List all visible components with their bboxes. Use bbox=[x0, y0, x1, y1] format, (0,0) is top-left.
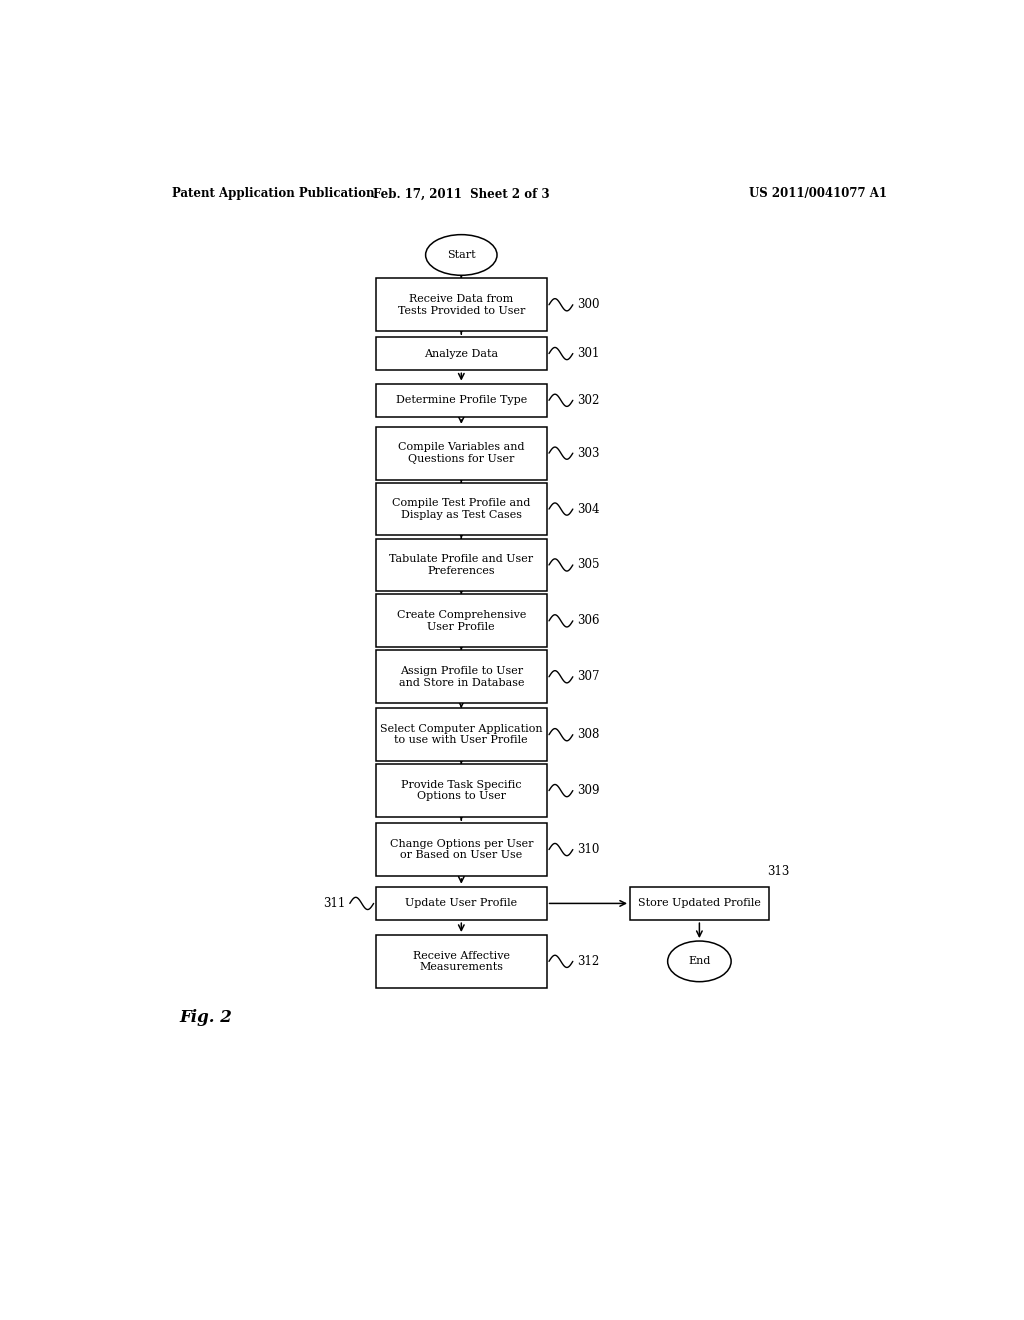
FancyBboxPatch shape bbox=[376, 594, 547, 647]
Text: Assign Profile to User
and Store in Database: Assign Profile to User and Store in Data… bbox=[398, 667, 524, 688]
Text: Tabulate Profile and User
Preferences: Tabulate Profile and User Preferences bbox=[389, 554, 534, 576]
Text: Select Computer Application
to use with User Profile: Select Computer Application to use with … bbox=[380, 723, 543, 746]
FancyBboxPatch shape bbox=[376, 709, 547, 762]
Text: End: End bbox=[688, 957, 711, 966]
FancyBboxPatch shape bbox=[376, 384, 547, 417]
FancyBboxPatch shape bbox=[376, 887, 547, 920]
Text: 307: 307 bbox=[577, 671, 599, 684]
Text: Analyze Data: Analyze Data bbox=[424, 348, 499, 359]
Text: Patent Application Publication: Patent Application Publication bbox=[172, 187, 374, 201]
Text: Provide Task Specific
Options to User: Provide Task Specific Options to User bbox=[401, 780, 521, 801]
Text: Update User Profile: Update User Profile bbox=[406, 899, 517, 908]
Text: Feb. 17, 2011  Sheet 2 of 3: Feb. 17, 2011 Sheet 2 of 3 bbox=[373, 187, 550, 201]
Text: Create Comprehensive
User Profile: Create Comprehensive User Profile bbox=[396, 610, 526, 632]
Text: 308: 308 bbox=[577, 729, 599, 742]
Text: Compile Test Profile and
Display as Test Cases: Compile Test Profile and Display as Test… bbox=[392, 498, 530, 520]
Text: 305: 305 bbox=[577, 558, 599, 572]
FancyBboxPatch shape bbox=[630, 887, 769, 920]
Text: Start: Start bbox=[447, 249, 475, 260]
FancyBboxPatch shape bbox=[376, 279, 547, 331]
FancyBboxPatch shape bbox=[376, 426, 547, 479]
FancyBboxPatch shape bbox=[376, 651, 547, 704]
Text: 303: 303 bbox=[577, 446, 599, 459]
Text: 302: 302 bbox=[577, 393, 599, 407]
Text: Receive Data from
Tests Provided to User: Receive Data from Tests Provided to User bbox=[397, 294, 525, 315]
Text: Fig. 2: Fig. 2 bbox=[179, 1008, 232, 1026]
Text: 309: 309 bbox=[577, 784, 599, 797]
Text: Change Options per User
or Based on User Use: Change Options per User or Based on User… bbox=[389, 838, 534, 861]
Text: Determine Profile Type: Determine Profile Type bbox=[395, 395, 527, 405]
Text: 301: 301 bbox=[577, 347, 599, 360]
Ellipse shape bbox=[426, 235, 497, 276]
Text: 306: 306 bbox=[577, 614, 599, 627]
Ellipse shape bbox=[668, 941, 731, 982]
FancyBboxPatch shape bbox=[376, 764, 547, 817]
FancyBboxPatch shape bbox=[376, 539, 547, 591]
Text: 311: 311 bbox=[324, 896, 346, 909]
FancyBboxPatch shape bbox=[376, 337, 547, 371]
FancyBboxPatch shape bbox=[376, 824, 547, 876]
Text: US 2011/0041077 A1: US 2011/0041077 A1 bbox=[750, 187, 888, 201]
Text: 304: 304 bbox=[577, 503, 599, 516]
FancyBboxPatch shape bbox=[376, 935, 547, 987]
Text: Store Updated Profile: Store Updated Profile bbox=[638, 899, 761, 908]
Text: Compile Variables and
Questions for User: Compile Variables and Questions for User bbox=[398, 442, 524, 463]
Text: Receive Affective
Measurements: Receive Affective Measurements bbox=[413, 950, 510, 972]
Text: 312: 312 bbox=[577, 954, 599, 968]
Text: 310: 310 bbox=[577, 843, 599, 857]
Text: 313: 313 bbox=[768, 866, 790, 878]
Text: 300: 300 bbox=[577, 298, 599, 312]
FancyBboxPatch shape bbox=[376, 483, 547, 536]
